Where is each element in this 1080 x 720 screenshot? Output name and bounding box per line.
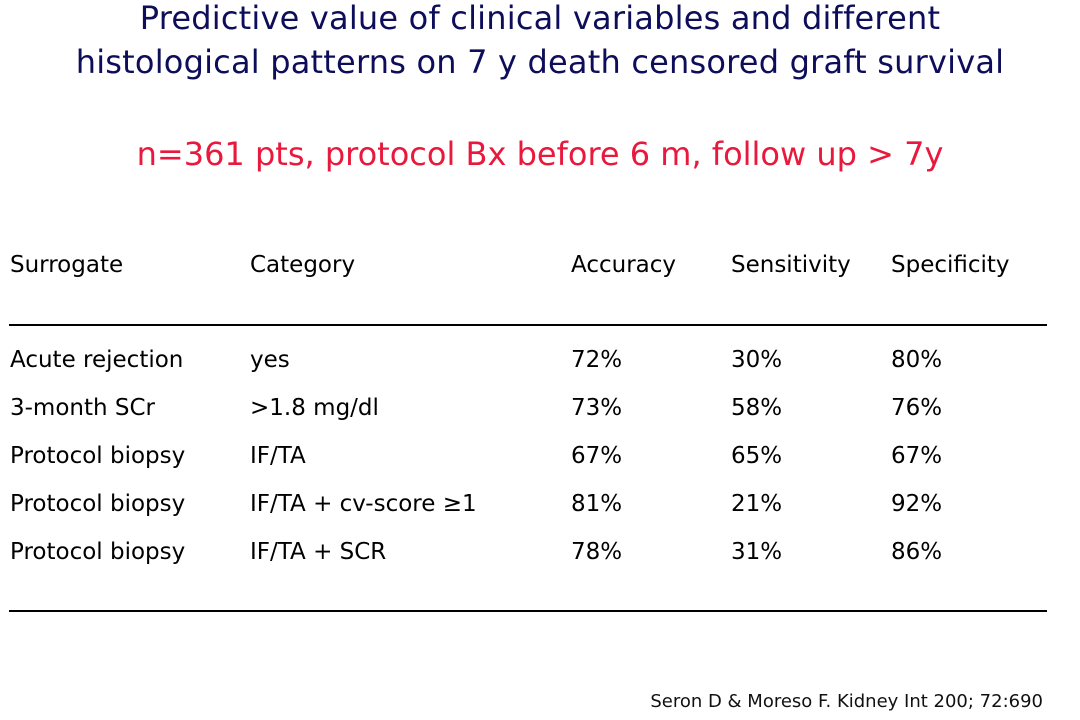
cell-category: IF/TA <box>250 443 306 469</box>
table-row: 3-month SCr >1.8 mg/dl 73% 58% 76% <box>0 391 1080 425</box>
slide-title-line-1: Predictive value of clinical variables a… <box>139 0 941 37</box>
table-top-rule <box>9 324 1047 326</box>
cell-specificity: 80% <box>891 347 943 373</box>
cell-accuracy: 67% <box>571 443 623 469</box>
cell-accuracy: 72% <box>571 347 623 373</box>
cell-category: IF/TA + SCR <box>250 539 387 565</box>
cell-accuracy: 73% <box>571 395 623 421</box>
cell-accuracy: 78% <box>571 539 623 565</box>
table-row: Protocol biopsy IF/TA 67% 65% 67% <box>0 439 1080 473</box>
header-category: Category <box>250 252 356 278</box>
table-row: Protocol biopsy IF/TA + SCR 78% 31% 86% <box>0 535 1080 569</box>
cell-surrogate: Protocol biopsy <box>10 491 186 517</box>
cell-category: IF/TA + cv-score ≥1 <box>250 491 477 517</box>
table-header-row: Surrogate Category Accuracy Sensitivity … <box>0 248 1080 282</box>
cell-sensitivity: 30% <box>731 347 783 373</box>
cell-surrogate: Protocol biopsy <box>10 443 186 469</box>
cell-surrogate: Acute rejection <box>10 347 184 373</box>
cell-sensitivity: 21% <box>731 491 783 517</box>
table-row: Acute rejection yes 72% 30% 80% <box>0 343 1080 377</box>
cell-sensitivity: 31% <box>731 539 783 565</box>
cell-sensitivity: 58% <box>731 395 783 421</box>
cell-specificity: 92% <box>891 491 943 517</box>
cell-specificity: 86% <box>891 539 943 565</box>
header-specificity: Specificity <box>891 252 1010 278</box>
table-row: Protocol biopsy IF/TA + cv-score ≥1 81% … <box>0 487 1080 521</box>
slide-title-line-2: histological patterns on 7 y death censo… <box>75 43 1005 81</box>
table-bottom-rule <box>9 610 1047 612</box>
cell-category: >1.8 mg/dl <box>250 395 379 421</box>
header-surrogate: Surrogate <box>10 252 124 278</box>
cell-category: yes <box>250 347 290 373</box>
cell-specificity: 76% <box>891 395 943 421</box>
slide-subtitle: n=361 pts, protocol Bx before 6 m, follo… <box>136 135 944 173</box>
cell-sensitivity: 65% <box>731 443 783 469</box>
header-sensitivity: Sensitivity <box>731 252 851 278</box>
citation: Seron D & Moreso F. Kidney Int 200; 72:6… <box>650 691 1043 712</box>
cell-accuracy: 81% <box>571 491 623 517</box>
cell-surrogate: 3-month SCr <box>10 395 156 421</box>
cell-specificity: 67% <box>891 443 943 469</box>
header-accuracy: Accuracy <box>571 252 677 278</box>
cell-surrogate: Protocol biopsy <box>10 539 186 565</box>
